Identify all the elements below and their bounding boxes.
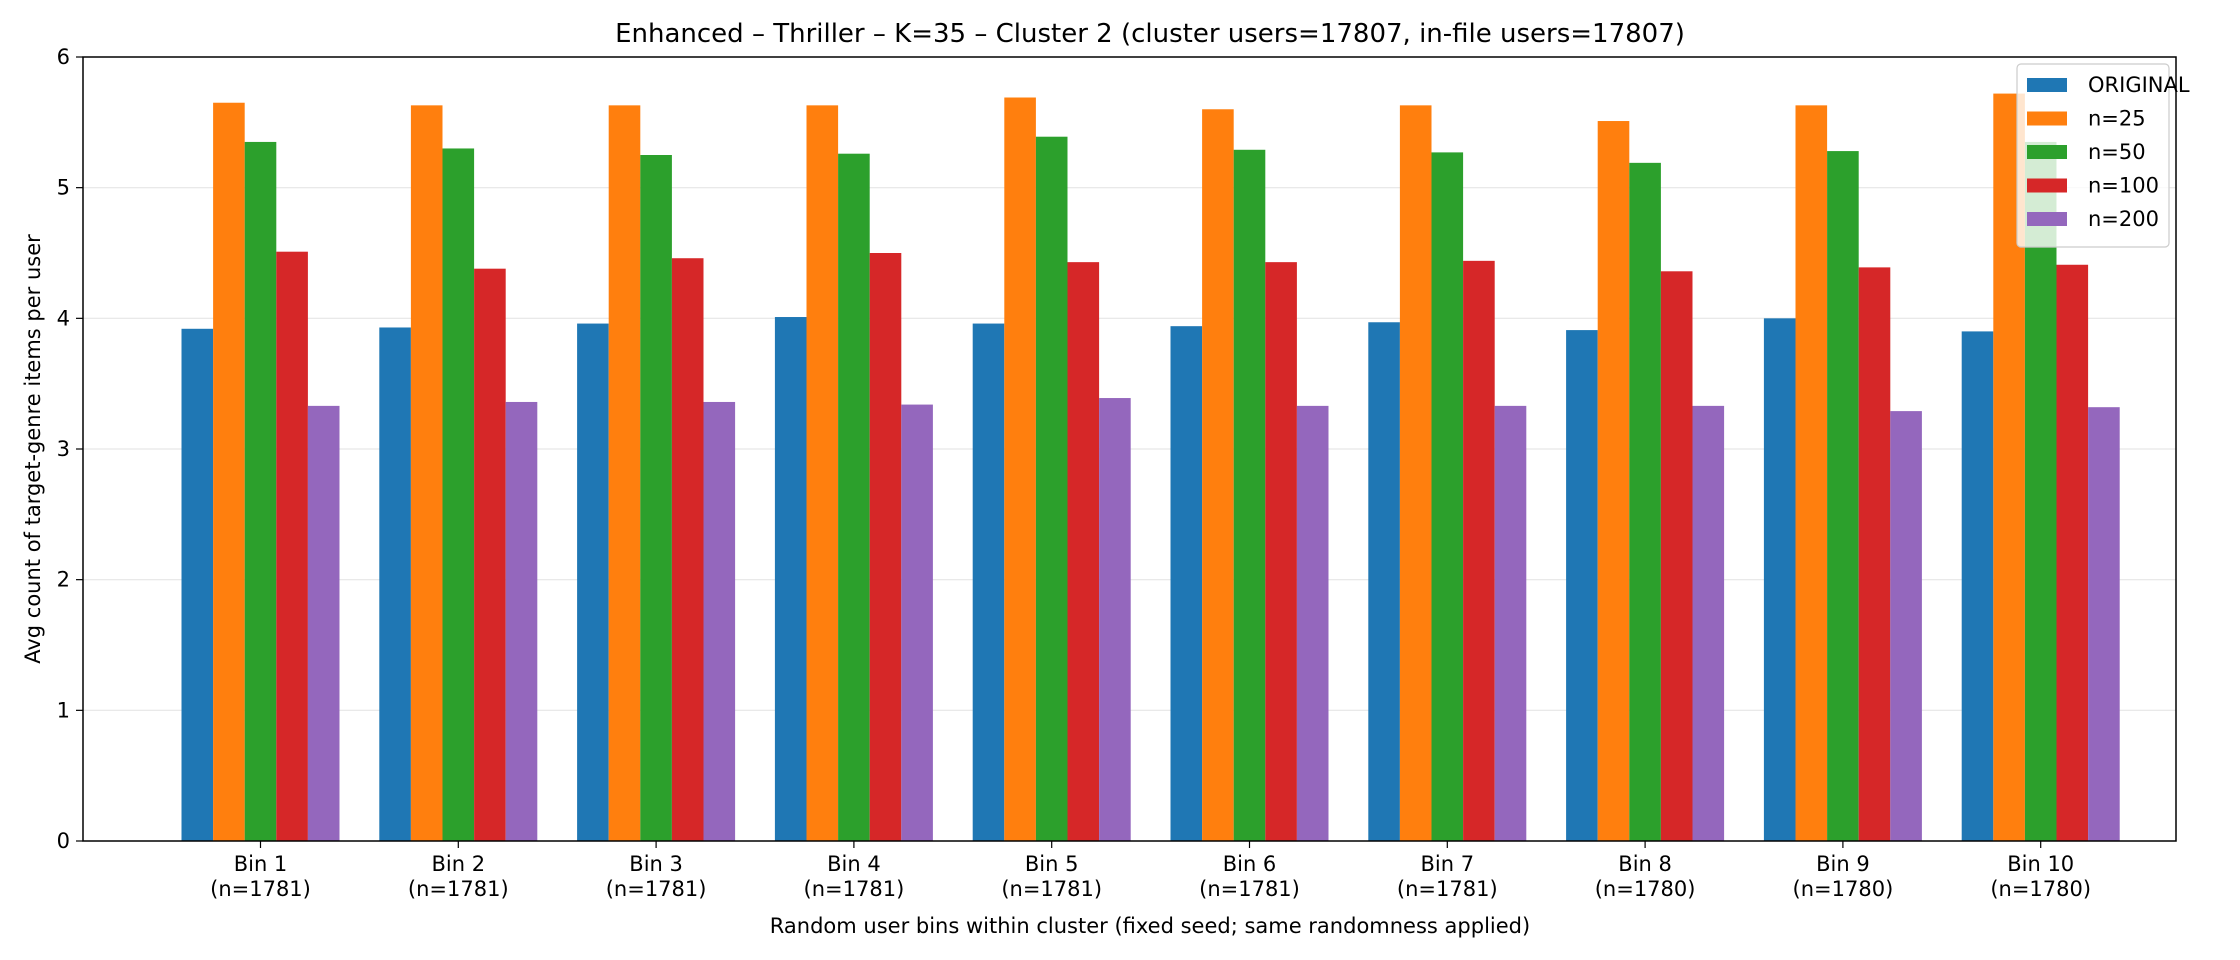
legend-swatch — [2027, 145, 2067, 159]
bar-n-25-bin-1 — [213, 102, 245, 841]
x-tick-sublabel: (n=1780) — [1595, 877, 1696, 901]
bar-n-200-bin-6 — [1296, 405, 1329, 841]
y-axis: 0 1 2 3 4 5 6 — [57, 45, 83, 853]
chart-title: Enhanced – Thriller – K=35 – Cluster 2 (… — [615, 19, 1685, 49]
bar-original-bin-4 — [774, 317, 807, 841]
bar-n-200-bin-1 — [307, 405, 340, 841]
y-tick-label: 0 — [57, 829, 70, 853]
y-tick-label: 6 — [57, 45, 70, 69]
bar-n-200-bin-4 — [901, 404, 933, 841]
x-axis: Bin 1(n=1781)Bin 2(n=1781)Bin 3(n=1781)B… — [210, 841, 2091, 901]
x-tick-sublabel: (n=1781) — [606, 877, 707, 901]
x-tick-label: Bin 4 — [827, 852, 881, 876]
legend-entry: n=200 — [2088, 207, 2159, 231]
bar-n-200-bin-7 — [1494, 405, 1527, 841]
x-tick-sublabel: (n=1781) — [1397, 877, 1498, 901]
bar-n-100-bin-9 — [1858, 267, 1891, 842]
x-tick-label: Bin 8 — [1618, 852, 1672, 876]
y-axis-label: Avg count of target-genre items per user — [21, 234, 45, 664]
legend-swatch — [2027, 78, 2067, 92]
bar-n-25-bin-3 — [608, 105, 641, 841]
bar-original-bin-8 — [1566, 330, 1598, 841]
bars — [181, 93, 2120, 842]
bar-n-25-bin-5 — [1004, 97, 1036, 842]
bar-n-50-bin-2 — [442, 148, 475, 841]
bar-n-25-bin-4 — [806, 105, 839, 841]
bar-n-25-bin-8 — [1597, 121, 1630, 841]
bar-original-bin-2 — [379, 327, 411, 842]
bar-n-200-bin-8 — [1692, 405, 1725, 841]
bar-n-100-bin-4 — [869, 253, 902, 841]
legend-entry: n=100 — [2088, 174, 2159, 198]
x-tick-sublabel: (n=1781) — [1199, 877, 1300, 901]
x-tick-sublabel: (n=1781) — [408, 877, 509, 901]
legend-entry: n=50 — [2088, 140, 2146, 164]
legend-frame — [2016, 63, 2170, 248]
bar-n-50-bin-8 — [1629, 162, 1661, 842]
bar-n-200-bin-5 — [1099, 398, 1131, 841]
bar-original-bin-1 — [181, 328, 214, 842]
bar-n-50-bin-10 — [2024, 141, 2057, 841]
bar-n-200-bin-10 — [2088, 407, 2120, 841]
bar-original-bin-7 — [1368, 322, 1400, 842]
bar-n-100-bin-1 — [276, 251, 308, 841]
bar-original-bin-3 — [577, 323, 609, 841]
bar-n-100-bin-7 — [1463, 260, 1495, 842]
legend: ORIGINAL n=25 n=50 n=100 n=200 — [2016, 63, 2190, 248]
bar-n-100-bin-8 — [1660, 271, 1693, 841]
x-tick-label: Bin 1 — [234, 852, 288, 876]
bar-original-bin-10 — [1961, 331, 1994, 841]
x-tick-label: Bin 9 — [1816, 852, 1870, 876]
bar-n-25-bin-6 — [1202, 109, 1234, 842]
x-tick-sublabel: (n=1781) — [1001, 877, 1102, 901]
bar-n-50-bin-7 — [1431, 152, 1464, 842]
bar-n-200-bin-9 — [1890, 411, 1922, 841]
x-tick-sublabel: (n=1781) — [804, 877, 905, 901]
bar-n-25-bin-9 — [1795, 105, 1828, 841]
bar-n-100-bin-5 — [1067, 262, 1100, 841]
x-tick-label: Bin 5 — [1025, 852, 1079, 876]
bar-n-200-bin-2 — [505, 401, 538, 841]
bar-n-100-bin-10 — [2056, 264, 2089, 841]
x-tick-label: Bin 10 — [2007, 852, 2074, 876]
bar-n-50-bin-5 — [1035, 136, 1068, 841]
legend-swatch — [2027, 212, 2067, 226]
y-tick-label: 1 — [57, 698, 70, 722]
y-tick-label: 4 — [57, 306, 70, 330]
bar-n-100-bin-6 — [1265, 262, 1297, 841]
bar-n-100-bin-2 — [474, 268, 506, 841]
y-tick-label: 2 — [57, 568, 70, 592]
bar-original-bin-9 — [1763, 318, 1796, 841]
bar-n-200-bin-3 — [703, 401, 736, 841]
x-tick-sublabel: (n=1780) — [1990, 877, 2091, 901]
bar-original-bin-6 — [1170, 326, 1203, 841]
x-tick-label: Bin 2 — [432, 852, 486, 876]
bar-n-50-bin-3 — [640, 155, 672, 841]
bar-n-50-bin-6 — [1233, 149, 1266, 842]
y-tick-label: 3 — [57, 437, 70, 461]
y-tick-label: 5 — [57, 176, 70, 200]
bar-n-50-bin-9 — [1827, 151, 1859, 841]
x-tick-label: Bin 6 — [1223, 852, 1277, 876]
bar-n-25-bin-2 — [410, 105, 443, 841]
x-tick-sublabel: (n=1781) — [210, 877, 311, 901]
legend-swatch — [2027, 178, 2067, 193]
bar-n-50-bin-4 — [838, 153, 870, 841]
bar-n-25-bin-7 — [1399, 105, 1432, 841]
legend-swatch — [2027, 111, 2067, 126]
x-tick-label: Bin 3 — [629, 852, 683, 876]
bar-n-100-bin-3 — [671, 258, 704, 841]
x-axis-label: Random user bins within cluster (fixed s… — [770, 914, 1530, 938]
legend-entry: ORIGINAL — [2088, 73, 2190, 97]
x-tick-sublabel: (n=1780) — [1793, 877, 1894, 901]
legend-entry: n=25 — [2088, 107, 2146, 131]
x-tick-label: Bin 7 — [1421, 852, 1475, 876]
bar-original-bin-5 — [972, 323, 1005, 841]
bar-n-50-bin-1 — [244, 141, 277, 841]
